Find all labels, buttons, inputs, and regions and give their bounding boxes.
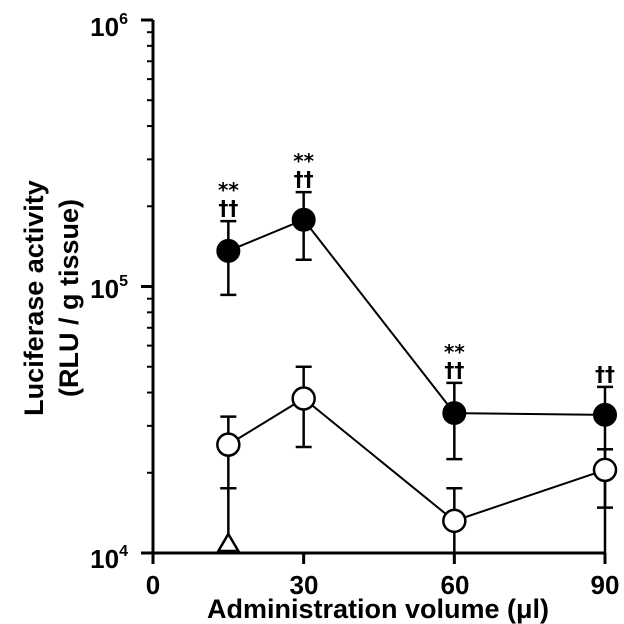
data-point-open [442,508,467,534]
data-point-filled [442,401,467,426]
y-axis-title-line-2: (RLU / g tissue) [54,199,84,397]
chart-marks: **††**††**†† †† [216,149,618,553]
significance-label: ** [444,340,465,364]
plot-area [141,18,607,564]
y-tick-label: 106 [90,11,128,42]
series-line [227,397,606,522]
significance-label: †† [294,167,314,191]
x-tick-label: 0 [146,570,160,600]
data-point-open [216,432,241,457]
significance-label: †† [218,196,238,220]
y-tick-label: 105 [90,273,128,304]
data-point-triangle [216,531,241,553]
y-tick-labels: 104 105 106 [90,11,128,574]
data-point-open [291,386,316,411]
data-point-filled [291,207,316,232]
y-axis-title-line-1: Luciferase activity [19,180,49,416]
data-point-open [592,457,618,483]
significance-label: ** [218,178,239,202]
x-tick-labels: 0 30 60 90 [146,570,620,600]
y-tick-label: 104 [90,543,128,574]
data-point-filled [593,402,617,427]
x-tick-label: 30 [290,570,319,600]
x-tick-label: 90 [591,570,620,600]
significance-label: †† [595,362,615,386]
significance-label: ** [293,149,314,173]
series-line [227,218,606,416]
significance-label: †† [444,358,464,382]
data-point-filled [216,238,241,263]
y-axis-title: Luciferase activity (RLU / g tissue) [19,180,84,416]
x-axis-title: Administration volume (μl) [207,594,549,624]
x-tick-label: 60 [441,570,470,600]
